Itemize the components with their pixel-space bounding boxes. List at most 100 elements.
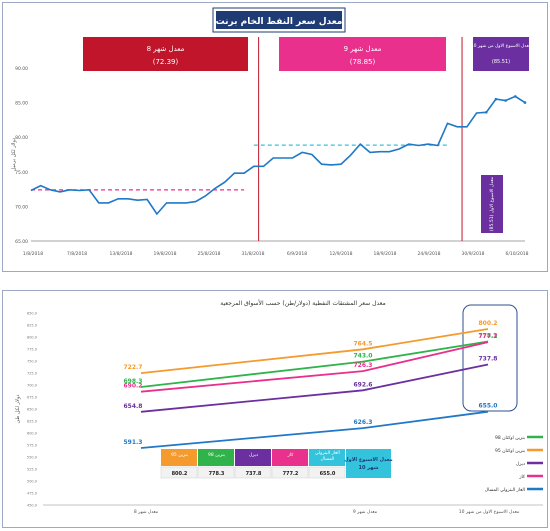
data-label: 692.6 xyxy=(354,381,373,388)
x-tick-label: 6/9/2018 xyxy=(287,251,307,257)
brent-chart: معدل سعر النفط الخام برنت معدل شهر 8 (72.3… xyxy=(11,7,532,257)
series-line xyxy=(140,341,489,393)
y-tick-label: 65.00 xyxy=(15,239,28,245)
series-line xyxy=(140,328,489,374)
table-value: 800.2 xyxy=(172,471,188,477)
y-tick-label: 800.0 xyxy=(27,336,37,340)
y-tick-label: 70.00 xyxy=(15,204,28,210)
month-average-label: معدل شهر 8 xyxy=(147,45,185,53)
table-value: 655.0 xyxy=(320,471,336,477)
week-average-label: معدل الاسبوع الاول من شهر 10 xyxy=(471,43,532,49)
y-tick-label: 650.0 xyxy=(27,408,37,412)
data-label: 800.2 xyxy=(479,320,498,327)
table-header-cell xyxy=(272,449,308,466)
x-tick-label: 1/8/2018 xyxy=(23,251,43,257)
y-axis-label: دولار لكل برميل xyxy=(11,138,17,171)
y-tick-label: 575.0 xyxy=(27,444,37,448)
y-tick-label: 725.0 xyxy=(27,372,37,376)
data-label: 626.3 xyxy=(354,419,373,426)
table-value-cell xyxy=(197,466,235,479)
data-label: 722.7 xyxy=(124,364,143,371)
table-row-header-line: شهر 10 xyxy=(358,465,378,471)
y-tick-label: 850.0 xyxy=(27,312,37,316)
y-tick-label: 775.0 xyxy=(27,348,37,352)
table-value: 778.3 xyxy=(209,471,225,477)
x-tick-label: 6/10/2018 xyxy=(505,251,528,257)
table-value-cell xyxy=(234,466,272,479)
derivatives-chart: معدل سعر المشتقات النفطية (دولار/طن) حسب… xyxy=(15,299,543,515)
table-value-cell xyxy=(271,466,309,479)
brent-price-point xyxy=(514,95,517,98)
chart-title-box xyxy=(214,9,344,31)
table-header-label: الغاز البترولي xyxy=(315,451,340,456)
month-average-value: (78.85) xyxy=(350,58,376,66)
legend-label: ديزل xyxy=(516,462,525,467)
table-value: 777.2 xyxy=(283,471,299,477)
y-tick-label: 750.0 xyxy=(27,360,37,364)
y-tick-label: 700.0 xyxy=(27,384,37,388)
data-label: 654.8 xyxy=(124,403,143,410)
latest-week-highlight xyxy=(462,304,518,412)
brent-price-line xyxy=(30,95,526,216)
series-line xyxy=(140,340,489,388)
legend-label: الغاز البترولي المسال xyxy=(485,488,525,493)
y-tick-label: 450.0 xyxy=(27,504,37,508)
legend-label: كاز xyxy=(518,474,526,480)
month-average-label: معدل شهر 9 xyxy=(344,45,382,53)
x-category-label: معدل شهر 8 xyxy=(134,509,159,515)
table-header-cell xyxy=(198,449,234,466)
data-label: 737.8 xyxy=(479,356,498,363)
data-label: 764.5 xyxy=(354,340,373,347)
x-tick-label: 12/9/2018 xyxy=(329,251,352,257)
month-average-box xyxy=(279,37,446,71)
data-label: 778.3 xyxy=(479,332,498,339)
y-tick-label: 85.00 xyxy=(15,101,28,107)
legend-label: بنزين اوكتان 98 xyxy=(495,435,525,441)
data-label: 690.2 xyxy=(124,383,143,390)
y-tick-label: 825.0 xyxy=(27,324,37,328)
month-average-box xyxy=(473,37,529,71)
week-average-value: (85.51) xyxy=(492,59,510,65)
x-tick-label: 31/8/2018 xyxy=(241,251,264,257)
table-header-label: كاز xyxy=(287,452,295,458)
data-label: 655.0 xyxy=(479,403,498,410)
y-axis-label: دولار لكل طن xyxy=(15,395,21,424)
y-tick-label: 525.0 xyxy=(27,468,37,472)
x-tick-label: 25/8/2018 xyxy=(197,251,220,257)
y-tick-label: 500.0 xyxy=(27,480,37,484)
x-tick-label: 19/8/2018 xyxy=(153,251,176,257)
x-tick-label: 7/8/2018 xyxy=(67,251,87,257)
y-tick-label: 475.0 xyxy=(27,492,37,496)
month-average-box xyxy=(83,37,248,71)
x-tick-label: 30/9/2018 xyxy=(461,251,484,257)
x-category-label: معدل الاسبوع الاول من شهر 10 xyxy=(459,509,520,515)
y-tick-label: 600.0 xyxy=(27,432,37,436)
y-tick-label: 675.0 xyxy=(27,396,37,400)
table-header-label: بنزين 98 xyxy=(208,452,225,458)
data-label: 726.3 xyxy=(354,362,373,369)
x-tick-label: 24/9/2018 xyxy=(417,251,440,257)
data-label: 591.3 xyxy=(124,439,143,446)
derivatives-chart-panel: معدل سعر المشتقات النفطية (دولار/طن) حسب… xyxy=(2,290,548,528)
chart-title-frame xyxy=(212,7,346,33)
data-label: 743.0 xyxy=(354,353,373,360)
table-row-header-cell xyxy=(346,449,391,478)
table-row-header-line: معدل الاسبوع الاول xyxy=(344,457,392,463)
y-tick-label: 75.00 xyxy=(15,170,28,176)
y-tick-label: 80.00 xyxy=(15,135,28,141)
legend-label: بنزين اوكتان 95 xyxy=(495,448,525,454)
y-tick-label: 625.0 xyxy=(27,420,37,424)
week-average-note: معدل الاسبوع الاول (85.51) xyxy=(489,176,495,231)
y-tick-label: 90.00 xyxy=(15,66,28,72)
brent-price-point xyxy=(494,97,498,101)
y-tick-label: 550.0 xyxy=(27,456,37,460)
data-label: 698.3 xyxy=(124,378,143,385)
brent-price-point xyxy=(523,101,527,104)
x-tick-label: 13/8/2018 xyxy=(109,251,132,257)
table-value: 737.8 xyxy=(246,471,262,477)
x-category-label: معدل شهر 9 xyxy=(353,509,378,515)
table-value-cell xyxy=(308,466,346,479)
brent-chart-panel: معدل سعر النفط الخام برنت معدل شهر 8 (72.3… xyxy=(2,2,548,272)
brent-price-point xyxy=(484,110,488,114)
chart-title: معدل سعر المشتقات النفطية (دولار/طن) حسب… xyxy=(220,299,385,307)
